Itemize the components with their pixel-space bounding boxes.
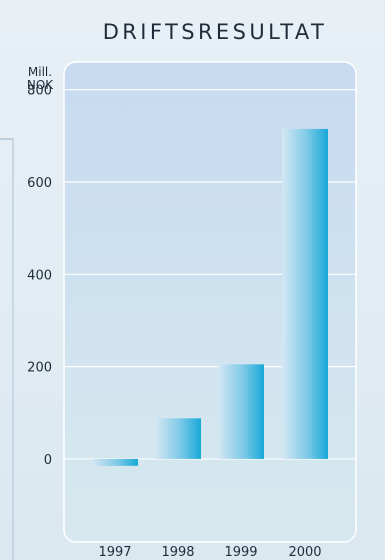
y-axis-unit-line-1: Mill.	[27, 65, 53, 79]
y-tick-label: 600	[27, 176, 52, 191]
x-tick-label: 2000	[288, 545, 321, 560]
bar-1997	[92, 458, 138, 466]
bar-1999	[218, 364, 264, 459]
chart-title: DRIFTSRESULTAT	[102, 20, 328, 44]
x-tick-label: 1999	[224, 545, 257, 560]
x-tick-label: 1998	[161, 545, 194, 560]
y-tick-label: 400	[27, 268, 52, 283]
frame-divider	[0, 138, 14, 140]
y-axis-unit: Mill. NOK	[18, 66, 62, 92]
y-tick-label: 0	[44, 453, 52, 468]
bar-1998	[155, 418, 201, 459]
bar-2000	[282, 128, 328, 459]
x-tick-label: 1997	[98, 545, 131, 560]
y-tick-label: 800	[27, 84, 52, 99]
frame-divider-vertical	[12, 138, 14, 560]
y-axis-unit-line-2: NOK	[26, 78, 54, 92]
y-tick-label: 200	[27, 361, 52, 376]
